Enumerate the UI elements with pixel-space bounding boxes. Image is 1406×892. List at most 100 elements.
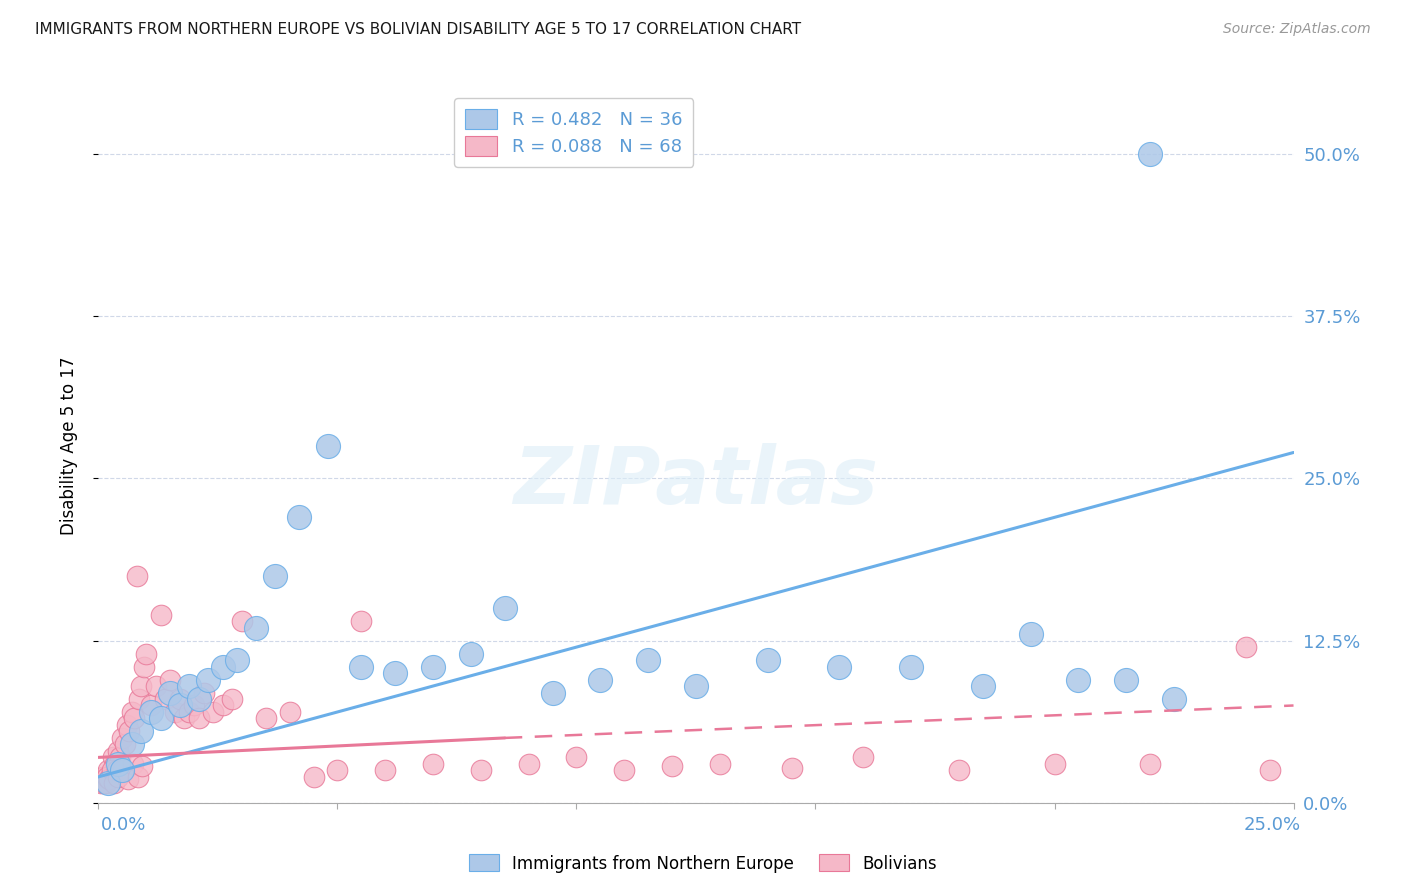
Point <box>221 692 243 706</box>
Point <box>121 756 143 771</box>
Point <box>1258 764 1281 778</box>
Point <box>131 679 153 693</box>
Point <box>98 770 122 784</box>
Point <box>149 607 172 622</box>
Point <box>685 679 707 693</box>
Point <box>91 770 114 784</box>
Point <box>326 764 349 778</box>
Point <box>278 705 301 719</box>
Point <box>132 659 155 673</box>
Point <box>1067 673 1090 687</box>
Y-axis label: Disability Age 5 to 17: Disability Age 5 to 17 <box>59 357 77 535</box>
Point <box>173 711 195 725</box>
Point <box>1139 756 1161 771</box>
Point <box>155 692 177 706</box>
Point <box>264 568 287 582</box>
Text: IMMIGRANTS FROM NORTHERN EUROPE VS BOLIVIAN DISABILITY AGE 5 TO 17 CORRELATION C: IMMIGRANTS FROM NORTHERN EUROPE VS BOLIV… <box>35 22 801 37</box>
Point <box>105 764 128 778</box>
Point <box>460 647 482 661</box>
Point <box>107 756 129 771</box>
Point <box>179 679 201 693</box>
Point <box>108 750 131 764</box>
Point <box>202 705 225 719</box>
Point <box>302 770 325 784</box>
Point <box>517 756 540 771</box>
Point <box>288 510 311 524</box>
Point <box>169 692 191 706</box>
Point <box>145 679 167 693</box>
Point <box>316 439 339 453</box>
Point <box>131 759 153 773</box>
Point <box>97 764 120 778</box>
Point <box>211 698 233 713</box>
Point <box>111 764 134 778</box>
Point <box>422 659 444 673</box>
Text: ZIPatlas: ZIPatlas <box>513 442 879 521</box>
Point <box>163 705 186 719</box>
Point <box>1234 640 1257 654</box>
Point <box>117 772 139 787</box>
Point <box>101 750 124 764</box>
Point <box>97 776 120 790</box>
Point <box>852 750 875 764</box>
Point <box>494 601 516 615</box>
Point <box>231 614 253 628</box>
Point <box>661 759 683 773</box>
Point <box>613 764 636 778</box>
Point <box>104 756 127 771</box>
Point <box>709 756 731 771</box>
Point <box>139 705 162 719</box>
Point <box>187 711 209 725</box>
Point <box>94 776 117 790</box>
Point <box>1115 673 1137 687</box>
Point <box>169 698 191 713</box>
Point <box>384 666 406 681</box>
Point <box>121 705 143 719</box>
Point <box>197 673 219 687</box>
Point <box>115 718 138 732</box>
Point <box>350 614 373 628</box>
Legend: R = 0.482   N = 36, R = 0.088   N = 68: R = 0.482 N = 36, R = 0.088 N = 68 <box>454 98 693 167</box>
Point <box>97 772 120 787</box>
Text: 25.0%: 25.0% <box>1243 816 1301 834</box>
Point <box>187 692 209 706</box>
Point <box>828 659 851 673</box>
Point <box>96 770 118 784</box>
Point <box>183 698 205 713</box>
Point <box>1139 147 1161 161</box>
Point <box>589 673 612 687</box>
Legend: Immigrants from Northern Europe, Bolivians: Immigrants from Northern Europe, Bolivia… <box>463 847 943 880</box>
Point <box>149 711 172 725</box>
Point <box>128 692 150 706</box>
Point <box>107 744 129 758</box>
Point <box>159 673 181 687</box>
Point <box>127 770 149 784</box>
Point <box>780 761 803 775</box>
Point <box>1043 756 1066 771</box>
Point <box>422 756 444 771</box>
Point <box>637 653 659 667</box>
Text: 0.0%: 0.0% <box>101 816 146 834</box>
Point <box>541 685 564 699</box>
Point <box>756 653 779 667</box>
Point <box>125 568 148 582</box>
Point <box>101 764 124 778</box>
Point <box>193 685 215 699</box>
Point <box>179 705 201 719</box>
Point <box>107 770 129 784</box>
Point <box>374 764 396 778</box>
Point <box>131 724 153 739</box>
Point <box>1019 627 1042 641</box>
Point <box>114 738 136 752</box>
Point <box>245 621 267 635</box>
Point <box>90 776 112 790</box>
Point <box>350 659 373 673</box>
Point <box>159 685 181 699</box>
Point <box>139 698 162 713</box>
Point <box>972 679 994 693</box>
Point <box>226 653 249 667</box>
Point <box>470 764 492 778</box>
Point <box>112 764 135 778</box>
Point <box>103 776 125 790</box>
Point <box>254 711 277 725</box>
